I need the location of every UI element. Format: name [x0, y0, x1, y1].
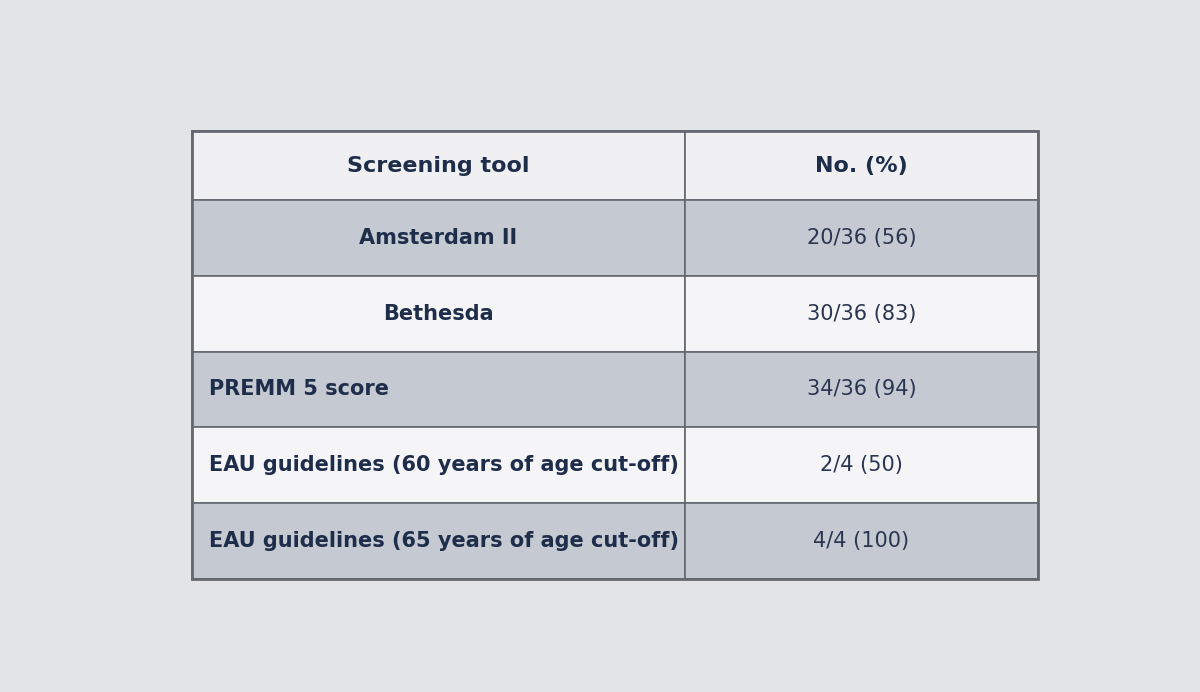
Bar: [192, 131, 1038, 579]
Text: 4/4 (100): 4/4 (100): [814, 531, 910, 551]
Bar: [192, 201, 685, 276]
Bar: [685, 276, 1038, 352]
Bar: [192, 131, 685, 201]
Text: Amsterdam II: Amsterdam II: [359, 228, 517, 248]
Text: EAU guidelines (65 years of age cut-off): EAU guidelines (65 years of age cut-off): [209, 531, 678, 551]
Bar: [685, 201, 1038, 276]
Bar: [192, 352, 685, 427]
Bar: [685, 427, 1038, 503]
Bar: [192, 427, 685, 503]
Bar: [192, 276, 685, 352]
Text: No. (%): No. (%): [815, 156, 908, 176]
Bar: [685, 352, 1038, 427]
Bar: [685, 131, 1038, 201]
Text: 30/36 (83): 30/36 (83): [806, 304, 916, 324]
Text: PREMM 5 score: PREMM 5 score: [209, 379, 389, 399]
Bar: [685, 503, 1038, 579]
Text: 20/36 (56): 20/36 (56): [806, 228, 917, 248]
Bar: [192, 503, 685, 579]
Text: Screening tool: Screening tool: [347, 156, 529, 176]
Text: Bethesda: Bethesda: [383, 304, 493, 324]
Text: EAU guidelines (60 years of age cut-off): EAU guidelines (60 years of age cut-off): [209, 455, 678, 475]
Text: 34/36 (94): 34/36 (94): [806, 379, 917, 399]
Text: 2/4 (50): 2/4 (50): [820, 455, 902, 475]
